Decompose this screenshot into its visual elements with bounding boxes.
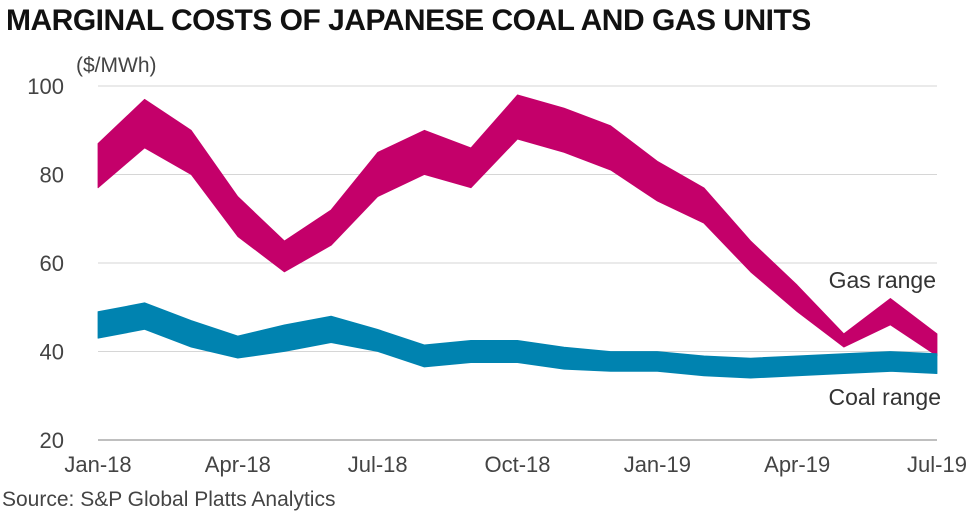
coal-range-label: Coal range bbox=[828, 384, 941, 410]
y-tick-label-40: 40 bbox=[40, 340, 64, 365]
x-tick-label-Jan-19: Jan-19 bbox=[624, 452, 691, 477]
gas-range-band bbox=[97, 94, 938, 357]
range-bands bbox=[97, 94, 938, 379]
x-tick-label-Apr-18: Apr-18 bbox=[205, 452, 271, 477]
source-note: Source: S&P Global Platts Analytics bbox=[2, 488, 336, 511]
y-tick-label-20: 20 bbox=[40, 428, 64, 453]
x-tick-label-Oct-18: Oct-18 bbox=[484, 452, 550, 477]
chart-title: MARGINAL COSTS OF JAPANESE COAL AND GAS … bbox=[6, 4, 811, 37]
x-tick-label-Jul-18: Jul-18 bbox=[348, 452, 408, 477]
y-tick-label-60: 60 bbox=[40, 251, 64, 276]
y-tick-label-100: 100 bbox=[27, 74, 64, 99]
y-tick-label-80: 80 bbox=[40, 163, 64, 188]
gas-range-label: Gas range bbox=[829, 267, 936, 293]
coal-range-band bbox=[97, 302, 938, 379]
x-tick-label-Jan-18: Jan-18 bbox=[64, 452, 131, 477]
axes: 20 40 60 80 100 Jan-18 Apr-18 Jul-18 Oct-18 Jan-1… bbox=[27, 74, 967, 477]
y-axis-label: ($/MWh) bbox=[76, 54, 157, 77]
x-tick-label-Jul-19: Jul-19 bbox=[907, 452, 967, 477]
x-tick-label-Apr-19: Apr-19 bbox=[764, 452, 830, 477]
